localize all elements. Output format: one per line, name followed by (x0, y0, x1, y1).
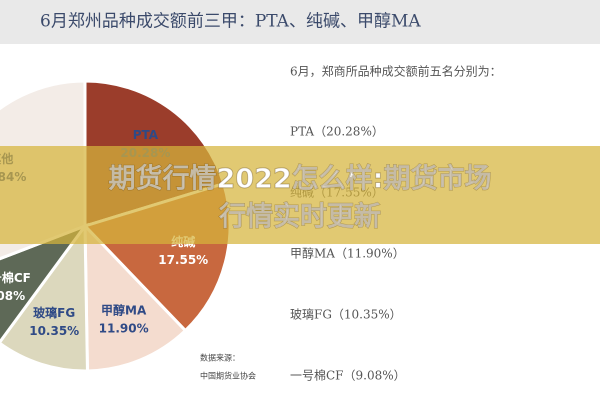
slice-name: 甲醇MA (101, 302, 147, 317)
overlay-line: 期货行情2022怎么样:期货市场 (109, 163, 492, 195)
summary-intro: 6月，郑商所品种成交额前五名分别为： (290, 64, 502, 79)
slice-name: PTA (133, 128, 159, 142)
summary-item: 一号棉CF（9.08%） (290, 369, 406, 383)
slice-name: 一号棉CF (0, 270, 31, 285)
pie-slice (0, 222, 90, 345)
header-band (0, 0, 600, 44)
overlay-band (0, 146, 600, 244)
summary-item: 甲醇MA（11.90%） (290, 246, 405, 261)
chart-title: 6月郑州品种成交额前三甲：PTA、纯碱、甲醇MA (40, 12, 421, 32)
summary-item: PTA（20.28%） (290, 125, 384, 139)
slice-name: 玻璃FG (33, 305, 75, 320)
slice-value: 10.35% (29, 324, 79, 338)
slice-value: 17.55% (158, 253, 208, 267)
pie-slice (83, 222, 188, 373)
source-name: 中国期货业协会 (200, 371, 256, 381)
source-label: 数据来源： (200, 353, 240, 363)
summary-item: 玻璃FG（10.35%） (290, 308, 402, 322)
overlay-line: 行情实时更新 (218, 201, 381, 233)
slice-value: 9.08% (0, 289, 25, 303)
pie-slice (0, 221, 89, 373)
slice-value: 11.90% (99, 321, 149, 335)
